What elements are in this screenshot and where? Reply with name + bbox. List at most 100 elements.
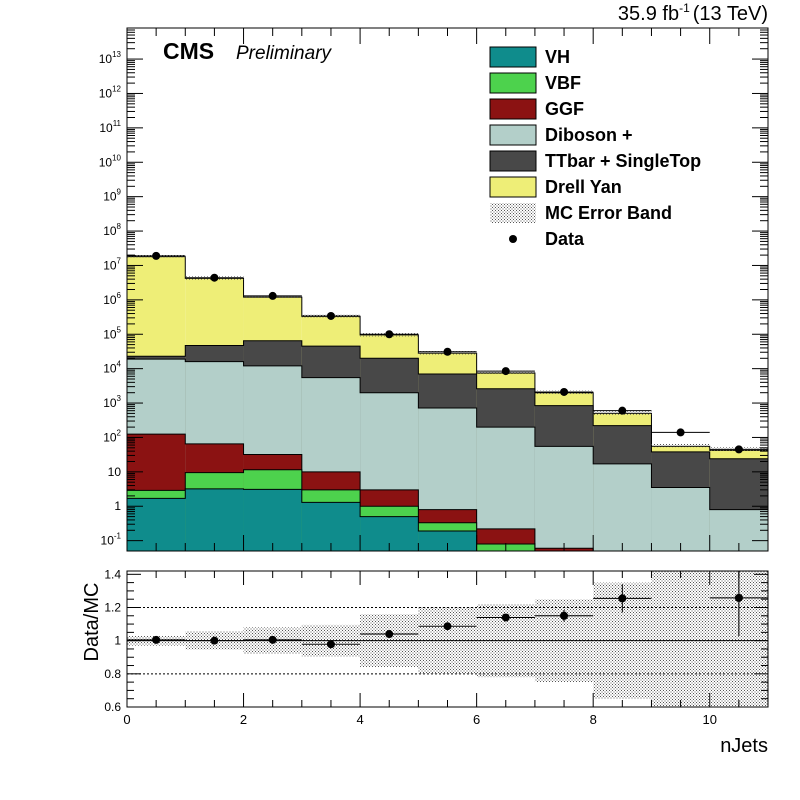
mc-error-band-bin: [651, 443, 710, 448]
main-panel: 10-1 1 10 102 103 104 105 106 107 108 109 1010 1011 1…: [99, 27, 769, 561]
y-tick-label: 108: [103, 222, 121, 238]
ratio-point: [152, 635, 161, 644]
cms-label: CMS: [163, 38, 214, 64]
y-tick-label: 1: [114, 499, 121, 513]
ratio-y-tick-label: 1: [114, 634, 121, 648]
legend-label-drell-yan: Drell Yan: [545, 177, 622, 197]
bar-vh: [185, 488, 244, 551]
x-tick-label: 0: [123, 712, 130, 727]
x-axis-label: nJets: [720, 735, 768, 757]
data-point: [501, 367, 510, 376]
bar-vh: [301, 502, 361, 551]
ratio-point: [443, 622, 452, 631]
ratio-points: [127, 571, 768, 649]
data-point: [268, 291, 277, 300]
main-axes: 10-1 1 10 102 103 104 105 106 107 108 109 1010 1011 1…: [99, 27, 769, 551]
outline-vh: [127, 488, 536, 551]
legend-swatch-ggf: [489, 98, 537, 120]
bar-ggf: [651, 554, 709, 561]
legend-label-diboson: Diboson +: [545, 125, 633, 145]
bar-vbf: [593, 554, 651, 561]
legend-swatch-vbf: [489, 72, 537, 94]
data-point: [443, 347, 452, 356]
y-tick-label: 10-1: [101, 532, 122, 548]
bar-diboson: [593, 463, 652, 551]
y-tick-label: 1011: [99, 119, 121, 135]
luminosity-label: 35.9 fb-1 (13 TeV): [618, 1, 768, 25]
data-point: [210, 273, 219, 282]
data-point: [152, 251, 161, 260]
data-point: [560, 387, 569, 396]
ratio-band-bin: [651, 571, 710, 707]
ratio-point: [326, 640, 335, 649]
legend-label-mc-error-band: MC Error Band: [545, 203, 672, 223]
ratio-panel: 0.6 0.8 1 1.2 1.4 0 2 4 6 8 10 Data/MC nJets: [81, 567, 769, 757]
y-tick-label: 105: [103, 325, 121, 341]
ratio-y-tick-label: 1.2: [104, 600, 121, 614]
y-tick-label: 109: [103, 188, 121, 204]
bar-ggf: [710, 554, 768, 561]
preliminary-label: Preliminary: [236, 43, 333, 64]
x-tick-label: 10: [702, 712, 716, 727]
ratio-point: [210, 636, 219, 645]
bar-vbf: [535, 554, 593, 561]
y-tick-label: 1013: [99, 50, 122, 66]
ratio-error-band: [127, 571, 768, 707]
ratio-point: [618, 594, 627, 603]
bar-vh: [710, 554, 768, 561]
ratio-y-axis-label: Data/MC: [81, 583, 103, 662]
y-tick-label: 102: [103, 428, 121, 444]
ratio-axes: 0.6 0.8 1 1.2 1.4 0 2 4 6 8 10: [104, 567, 769, 727]
legend: VH VBF GGF Diboson + TTbar + SingleTop Drell …: [489, 46, 701, 249]
legend-swatch-ttbar-singletop: [489, 150, 537, 172]
bar-vh: [593, 554, 651, 561]
stacked-histogram: [127, 256, 768, 561]
legend-swatch-vh: [489, 46, 537, 68]
ratio-y-tick-label: 0.8: [104, 667, 121, 681]
y-tick-label: 103: [103, 394, 121, 410]
bar-vh: [535, 554, 593, 561]
x-tick-label: 6: [473, 712, 480, 727]
data-points: [127, 251, 768, 454]
bar-vh: [477, 551, 535, 561]
bar-vh: [418, 531, 477, 551]
bar-vh: [243, 489, 302, 551]
bar-vbf: [710, 554, 768, 561]
data-point: [326, 311, 335, 320]
legend-swatch-drell-yan: [489, 176, 537, 198]
bar-diboson: [534, 446, 594, 551]
data-point: [676, 428, 685, 437]
y-tick-label: 1010: [99, 153, 122, 169]
legend-swatch-data: [509, 235, 517, 243]
y-tick-label: 1012: [99, 84, 122, 100]
bar-vbf: [651, 554, 709, 561]
legend-swatch-diboson: [489, 124, 537, 146]
y-tick-label: 106: [103, 291, 121, 307]
outline-vbf: [127, 469, 536, 551]
data-point: [618, 406, 627, 415]
ratio-y-tick-label: 0.6: [104, 700, 121, 714]
ratio-point: [560, 611, 569, 620]
ratio-point: [734, 593, 743, 602]
x-tick-label: 2: [240, 712, 247, 727]
ratio-y-tick-label: 1.4: [104, 567, 121, 581]
ratio-point: [501, 613, 510, 622]
bar-diboson: [709, 509, 768, 551]
outline-diboson: [127, 358, 768, 511]
legend-label-data: Data: [545, 229, 585, 249]
bar-vh: [127, 498, 186, 551]
legend-label-ggf: GGF: [545, 99, 584, 119]
y-tick-label: 104: [103, 360, 121, 376]
legend-label-ttbar-singletop: TTbar + SingleTop: [545, 151, 701, 171]
x-tick-label: 4: [356, 712, 363, 727]
legend-label-vbf: VBF: [545, 73, 581, 93]
y-tick-label: 107: [103, 256, 121, 272]
bar-vh: [360, 516, 419, 551]
outline-ttbar-singletop: [127, 340, 768, 460]
x-tick-label: 8: [590, 712, 597, 727]
y-tick-label: 10: [108, 465, 122, 479]
outline-ggf: [127, 433, 594, 551]
ratio-point: [385, 630, 394, 639]
